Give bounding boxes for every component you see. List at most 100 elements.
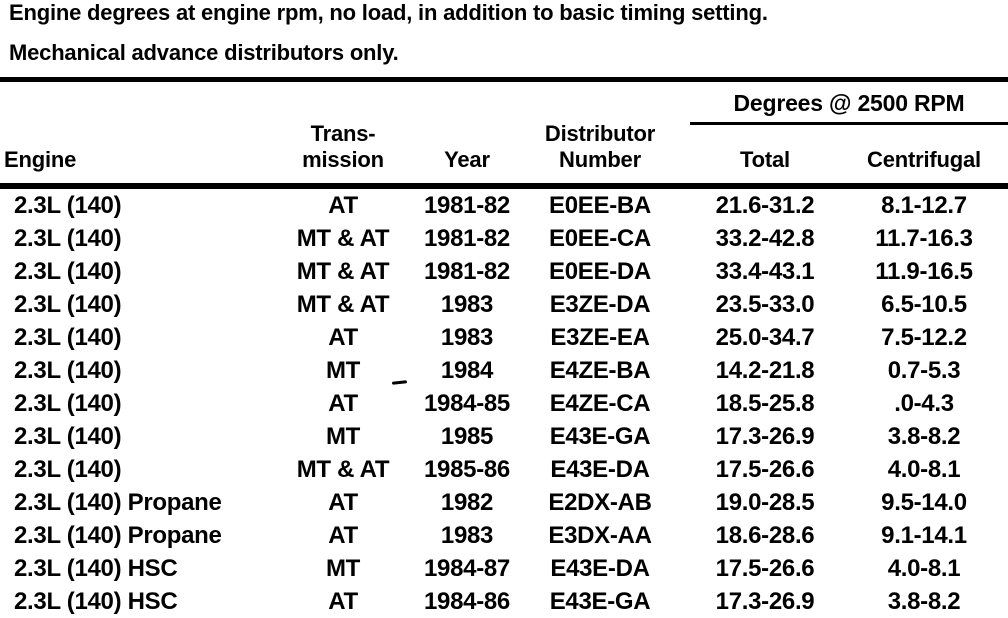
cell-total: 18.6-28.6 xyxy=(715,522,815,549)
cell-transmission: AT xyxy=(328,390,358,417)
cell-distributor: E4ZE-CA xyxy=(549,390,651,417)
cell-distributor: E3ZE-DA xyxy=(549,291,651,318)
header-total: Total xyxy=(690,123,840,189)
cell-engine: 2.3L (140) xyxy=(14,192,122,219)
header-distributor-line2: Number xyxy=(559,147,641,172)
cell-total: 33.4-43.1 xyxy=(715,258,815,285)
cell-total: 17.3-26.9 xyxy=(715,588,815,615)
table-row: 2.3L (140) MT 1985 E43E-GA 17.3-26.9 3.8-8.2 xyxy=(0,420,1008,453)
cell-distributor: E0EE-DA xyxy=(549,258,651,285)
cell-centrifugal: 3.8-8.2 xyxy=(887,588,961,615)
header-centrifugal: Centrifugal xyxy=(840,123,1008,189)
cell-distributor: E43E-DA xyxy=(550,555,650,582)
cell-year: 1981-82 xyxy=(424,258,510,285)
cell-transmission: AT xyxy=(328,522,358,549)
cell-engine: 2.3L (140) xyxy=(14,324,122,351)
cell-total: 21.6-31.2 xyxy=(715,192,815,219)
header-year: Year xyxy=(424,79,510,189)
cell-centrifugal: 4.0-8.1 xyxy=(887,456,961,483)
cell-transmission: MT & AT xyxy=(296,456,390,483)
cell-year: 1982 xyxy=(440,489,494,516)
cell-total: 23.5-33.0 xyxy=(715,291,815,318)
cell-centrifugal: 6.5-10.5 xyxy=(881,291,967,318)
cell-centrifugal: 11.9-16.5 xyxy=(875,258,973,285)
cell-transmission: MT & AT xyxy=(296,291,390,318)
cell-distributor: E43E-DA xyxy=(550,456,650,483)
table-row: 2.3L (140) MT 1984 E4ZE-BA 14.2-21.8 0.7-5.3 xyxy=(0,354,1008,387)
cell-centrifugal: 0.7-5.3 xyxy=(887,357,961,384)
table-row: 2.3L (140) MT & AT 1981-82 E0EE-DA 33.4-43.1… xyxy=(0,255,1008,288)
table-row: 2.3L (140) AT 1984-85 E4ZE-CA 18.5-25.8 .0-4.… xyxy=(0,387,1008,420)
cell-engine: 2.3L (140) xyxy=(14,357,122,384)
cell-transmission: AT xyxy=(328,192,358,219)
cell-total: 33.2-42.8 xyxy=(715,225,815,252)
cell-distributor: E43E-GA xyxy=(549,588,651,615)
cell-total: 19.0-28.5 xyxy=(715,489,815,516)
cell-distributor: E2DX-AB xyxy=(548,489,652,516)
table-row: 2.3L (140) HSC AT 1984-86 E43E-GA 17.3-26.9 3… xyxy=(0,585,1008,618)
cell-total: 18.5-25.8 xyxy=(715,390,815,417)
cell-engine: 2.3L (140) xyxy=(14,225,122,252)
cell-total: 25.0-34.7 xyxy=(715,324,815,351)
cell-transmission: AT xyxy=(328,588,358,615)
cell-engine: 2.3L (140) xyxy=(14,258,122,285)
cell-year: 1985-86 xyxy=(424,456,510,483)
cell-transmission: MT xyxy=(325,357,361,384)
cell-distributor: E0EE-CA xyxy=(549,225,651,252)
cell-engine: 2.3L (140) xyxy=(14,456,122,483)
cell-year: 1981-82 xyxy=(424,225,510,252)
intro-text-line1: Engine degrees at engine rpm, no load, i… xyxy=(9,0,768,25)
cell-distributor: E0EE-BA xyxy=(549,192,651,219)
table-row: 2.3L (140) HSC MT 1984-87 E43E-DA 17.5-26.6 4… xyxy=(0,552,1008,585)
cell-total: 17.3-26.9 xyxy=(715,423,815,450)
cell-centrifugal: .0-4.3 xyxy=(894,390,954,417)
cell-engine: 2.3L (140) xyxy=(14,291,122,318)
timing-advance-spec-table: Engine Trans- mission Year Distributor N… xyxy=(0,77,1008,618)
cell-distributor: E43E-GA xyxy=(549,423,651,450)
cell-year: 1985 xyxy=(440,423,494,450)
cell-centrifugal: 9.5-14.0 xyxy=(881,489,967,516)
table-row: 2.3L (140) Propane AT 1982 E2DX-AB 19.0-28.5… xyxy=(0,486,1008,519)
header-transmission-line2: mission xyxy=(302,147,384,172)
cell-total: 17.5-26.6 xyxy=(715,456,815,483)
cell-transmission: MT & AT xyxy=(296,258,390,285)
cell-distributor: E4ZE-BA xyxy=(549,357,651,384)
table-row: 2.3L (140) MT & AT 1985-86 E43E-DA 17.5-26.6… xyxy=(0,453,1008,486)
header-row-top: Engine Trans- mission Year Distributor N… xyxy=(0,79,1008,189)
table-row: 2.3L (140) AT 1983 E3ZE-EA 25.0-34.7 7.5-12.2 xyxy=(0,321,1008,354)
cell-centrifugal: 3.8-8.2 xyxy=(887,423,961,450)
cell-year: 1984-85 xyxy=(424,390,510,417)
header-distributor: Distributor Number xyxy=(510,79,690,189)
table-row: 2.3L (140) MT & AT 1981-82 E0EE-CA 33.2-42.8… xyxy=(0,222,1008,255)
table-row: 2.3L (140) AT 1981-82 E0EE-BA 21.6-31.2 8.1-1… xyxy=(0,186,1008,222)
header-engine: Engine xyxy=(0,79,262,189)
cell-year: 1984-87 xyxy=(424,555,510,582)
header-row-sub: Total Centrifugal xyxy=(0,123,1008,189)
cell-engine: 2.3L (140) xyxy=(14,390,122,417)
table-header: Engine Trans- mission Year Distributor N… xyxy=(0,79,1008,189)
cell-engine: 2.3L (140) HSC xyxy=(14,555,178,582)
cell-engine: 2.3L (140) Propane xyxy=(14,489,222,516)
cell-total: 17.5-26.6 xyxy=(715,555,815,582)
cell-year: 1983 xyxy=(440,291,494,318)
intro-text-line2: Mechanical advance distributors only. xyxy=(9,40,399,65)
header-transmission: Trans- mission xyxy=(262,79,424,189)
cell-engine: 2.3L (140) xyxy=(14,423,122,450)
cell-transmission: MT xyxy=(325,423,361,450)
cell-year: 1981-82 xyxy=(424,192,510,219)
cell-total: 14.2-21.8 xyxy=(715,357,815,384)
cell-centrifugal: 11.7-16.3 xyxy=(875,225,973,252)
table-row: 2.3L (140) MT & AT 1983 E3ZE-DA 23.5-33.0 6.5… xyxy=(0,288,1008,321)
table-row: 2.3L (140) Propane AT 1983 E3DX-AA 18.6-28.6… xyxy=(0,519,1008,552)
cell-distributor: E3ZE-EA xyxy=(550,324,650,351)
cell-year: 1984-86 xyxy=(424,588,510,615)
cell-year: 1984 xyxy=(440,357,494,384)
cell-year: 1983 xyxy=(440,522,494,549)
cell-centrifugal: 8.1-12.7 xyxy=(881,192,967,219)
header-distributor-line1: Distributor xyxy=(544,121,656,146)
cell-engine: 2.3L (140) Propane xyxy=(14,522,222,549)
header-degrees-group: Degrees @ 2500 RPM xyxy=(690,79,1008,125)
spec-table-body: 2.3L (140) AT 1981-82 E0EE-BA 21.6-31.2 8.1-1… xyxy=(0,186,1008,618)
cell-transmission: MT & AT xyxy=(296,225,390,252)
